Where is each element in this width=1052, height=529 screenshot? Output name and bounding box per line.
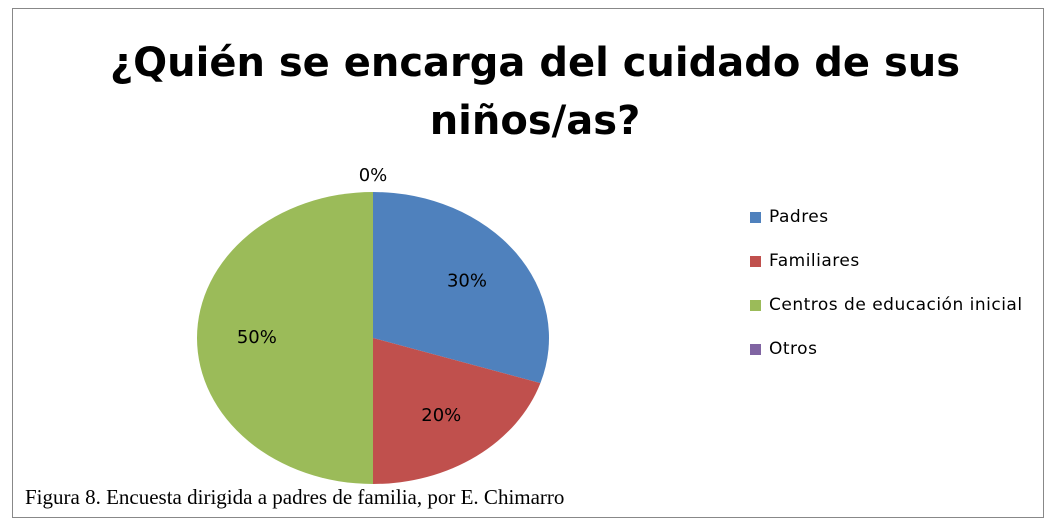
legend-swatch	[750, 300, 761, 311]
legend: Padres Familiares Centros de educación ini…	[750, 202, 1040, 378]
legend-item: Centros de educación inicial	[750, 290, 1040, 321]
data-label: 0%	[359, 165, 388, 186]
data-label: 50%	[237, 327, 277, 348]
legend-label: Familiares	[769, 251, 860, 271]
legend-swatch	[750, 212, 761, 223]
data-label: 30%	[447, 270, 487, 291]
pie-slice	[197, 192, 373, 484]
legend-label: Otros	[769, 339, 818, 359]
legend-item: Familiares	[750, 246, 1040, 277]
legend-swatch	[750, 256, 761, 267]
legend-item: Padres	[750, 202, 1040, 233]
legend-label: Centros de educación inicial	[769, 295, 1023, 315]
legend-label: Padres	[769, 207, 829, 227]
chart-title: ¿Quién se encarga del cuidado de sus niñ…	[109, 40, 961, 144]
chart-frame	[12, 8, 1044, 518]
caption: Figura 8. Encuesta dirigida a padres de …	[25, 485, 565, 509]
legend-swatch	[750, 344, 761, 355]
legend-item: Otros	[750, 334, 1040, 365]
pie-slice	[373, 192, 549, 384]
data-label: 20%	[421, 405, 461, 426]
pie-slice	[373, 338, 541, 484]
